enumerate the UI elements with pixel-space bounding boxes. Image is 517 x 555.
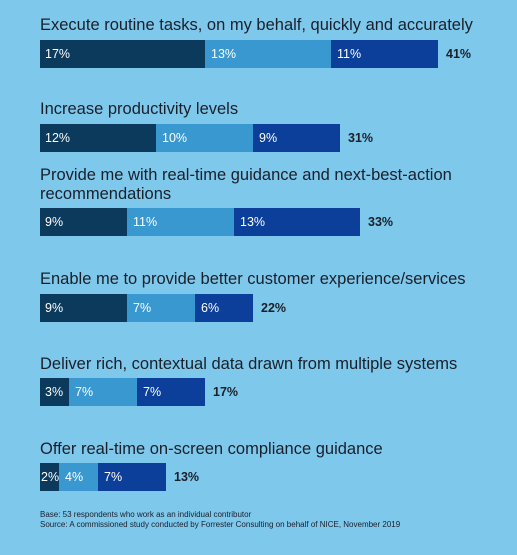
bar-segment: 9% xyxy=(40,294,127,322)
bar-segment: 11% xyxy=(331,40,438,68)
total-label: 31% xyxy=(348,131,374,145)
bar-segment: 2% xyxy=(40,463,59,491)
bar-segment: 6% xyxy=(195,294,253,322)
base-footnote: Base: 53 respondents who work as an indi… xyxy=(40,510,252,519)
bar-segment: 7% xyxy=(69,378,137,406)
bar-segment: 4% xyxy=(59,463,98,491)
bar-segment: 9% xyxy=(253,124,340,152)
bar-segment: 10% xyxy=(156,124,253,152)
category-label: Increase productivity levels xyxy=(40,100,239,118)
total-label: 22% xyxy=(261,301,287,315)
category-label: Enable me to provide better customer exp… xyxy=(40,270,466,288)
source-footnote: Source: A commissioned study conducted b… xyxy=(40,520,401,529)
bar-segment: 3% xyxy=(40,378,69,406)
category-label: Deliver rich, contextual data drawn from… xyxy=(40,355,458,373)
bar-segment: 7% xyxy=(137,378,205,406)
category-label: Execute routine tasks, on my behalf, qui… xyxy=(40,16,473,34)
bar-segment: 9% xyxy=(40,208,127,236)
total-label: 17% xyxy=(213,385,239,399)
category-label: Offer real-time on-screen compliance gui… xyxy=(40,440,383,458)
bar-segment: 13% xyxy=(234,208,360,236)
total-label: 13% xyxy=(174,470,200,484)
category-label: Provide me with real-time guidance and n… xyxy=(40,166,452,203)
total-label: 41% xyxy=(446,47,472,61)
bar-segment: 13% xyxy=(205,40,331,68)
bar-segment: 11% xyxy=(127,208,234,236)
bar-segment: 12% xyxy=(40,124,156,152)
bar-segment: 7% xyxy=(127,294,195,322)
total-label: 33% xyxy=(368,215,394,229)
bar-segment: 17% xyxy=(40,40,205,68)
bar-segment: 7% xyxy=(98,463,166,491)
